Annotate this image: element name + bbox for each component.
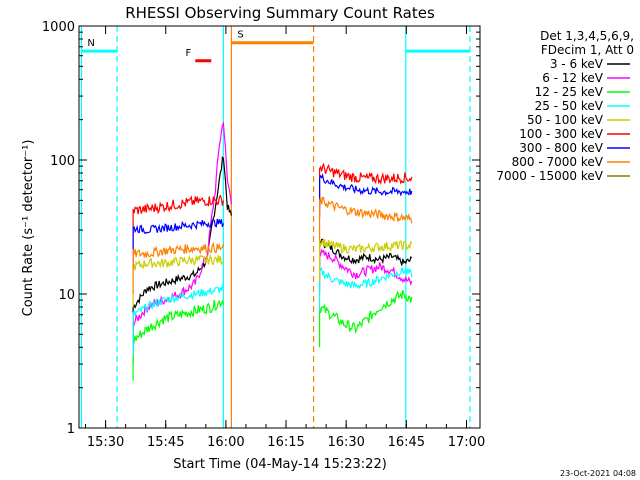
- legend-entry-label: 300 - 800 keV: [519, 141, 603, 155]
- series-line-3-1: [319, 266, 413, 311]
- series-line-3-0: [132, 283, 224, 356]
- x-tick-label: 16:45: [388, 435, 425, 450]
- flag-label-3: F: [186, 48, 192, 59]
- legend-entry-label: 6 - 12 keV: [542, 71, 604, 85]
- series-line-5-1: [319, 162, 413, 208]
- axis-ticks: 15:30 15:45 16:00 16:15 16:30 16:45 17:00 1 10 10…: [42, 20, 485, 450]
- y-tick-label: 100: [50, 154, 75, 169]
- series-line-2-0: [132, 299, 224, 381]
- flag-label-0: N: [87, 38, 94, 49]
- timestamp: 23-Oct-2021 04:08: [560, 469, 636, 478]
- series-line-7-1: [319, 196, 413, 241]
- x-tick-label: 15:45: [147, 435, 184, 450]
- flag-label-2: S: [237, 30, 243, 41]
- series-line-6-1: [319, 172, 413, 218]
- legend-header-line: FDecim 1, Att 0: [541, 43, 634, 57]
- series-line-0-1: [319, 238, 413, 281]
- series-line-1-0: [132, 120, 232, 365]
- x-tick-label: 15:30: [87, 435, 124, 450]
- legend-entry-label: 100 - 300 keV: [519, 127, 603, 141]
- y-axis-label: Count Rate (s⁻¹ detector⁻¹): [21, 140, 36, 317]
- x-tick-label: 16:30: [327, 435, 364, 450]
- series-line-2-1: [319, 289, 413, 348]
- series-line-0-0: [132, 156, 232, 348]
- x-tick-label: 16:15: [267, 435, 304, 450]
- legend-entry-label: 50 - 100 keV: [527, 113, 604, 127]
- plot-frame: [78, 25, 481, 429]
- legend-header-line: Det 1,3,4,5,6,9,: [540, 29, 634, 43]
- series-line-4-1: [319, 239, 413, 281]
- y-tick-label: 1: [67, 422, 75, 437]
- chart-title: RHESSI Observing Summary Count Rates: [125, 4, 435, 22]
- legend: Det 1,3,4,5,6,9,FDecim 1, Att 03 - 6 keV…: [496, 29, 634, 183]
- series-line-7-0: [132, 241, 224, 294]
- series-line-5-0: [132, 194, 224, 251]
- legend-entry-label: 7000 - 15000 keV: [496, 169, 603, 183]
- y-tick-label: 1000: [42, 20, 75, 35]
- legend-entry-label: 12 - 25 keV: [535, 85, 604, 99]
- x-tick-label: 16:00: [207, 435, 244, 450]
- series-line-6-0: [132, 218, 224, 269]
- legend-entry-label: 25 - 50 keV: [535, 99, 604, 113]
- legend-entry-label: 3 - 6 keV: [550, 57, 604, 71]
- y-tick-label: 10: [58, 288, 75, 303]
- legend-entry-label: 800 - 7000 keV: [512, 155, 604, 169]
- series-line-4-0: [132, 253, 224, 307]
- series-line-1-1: [319, 248, 413, 294]
- x-axis-label: Start Time (04-May-14 15:23:22): [173, 457, 387, 472]
- plot-area: N S F: [80, 26, 471, 428]
- x-tick-label: 17:00: [448, 435, 485, 450]
